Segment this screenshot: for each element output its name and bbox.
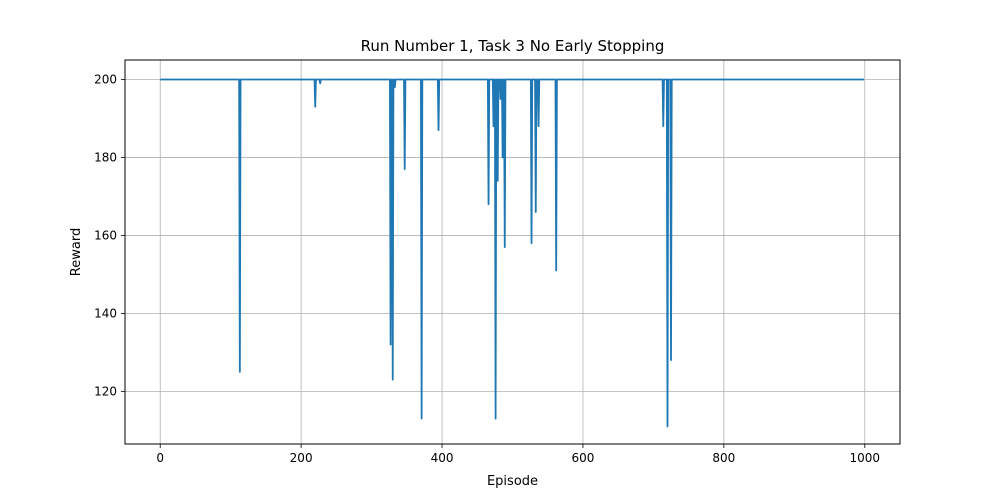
x-tick-label: 0 <box>156 451 164 465</box>
plot-frame <box>124 59 901 445</box>
x-tick-label: 800 <box>712 451 735 465</box>
series-layer <box>160 78 865 428</box>
axis-ticks: 0 200 400 600 800 1000 120 140 160 180 200 <box>94 72 880 465</box>
x-tick-label: 600 <box>572 451 595 465</box>
x-axis-label: Episode <box>487 474 538 489</box>
y-tick-label: 140 <box>94 306 117 320</box>
y-tick-label: 200 <box>94 72 117 86</box>
y-tick-label: 180 <box>94 150 117 164</box>
chart-title: Run Number 1, Task 3 No Early Stopping <box>361 37 665 55</box>
y-axis-label: Reward <box>69 228 84 276</box>
x-tick-label: 1000 <box>849 451 880 465</box>
y-tick-label: 120 <box>94 384 117 398</box>
reward-series-line <box>160 78 865 428</box>
x-tick-label: 200 <box>290 451 313 465</box>
x-tick-label: 400 <box>431 451 454 465</box>
y-tick-label: 160 <box>94 228 117 242</box>
